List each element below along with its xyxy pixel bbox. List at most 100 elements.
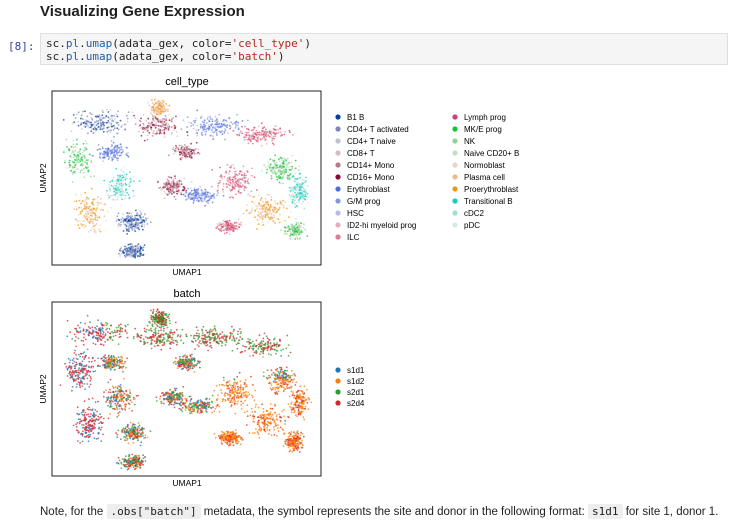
scatter-point bbox=[122, 170, 125, 173]
scatter-point bbox=[95, 438, 98, 440]
scatter-point bbox=[256, 215, 259, 218]
scatter-point bbox=[219, 175, 222, 178]
scatter-point bbox=[226, 231, 228, 234]
scatter-point bbox=[237, 396, 240, 399]
scatter-point bbox=[71, 362, 74, 365]
scatter-point bbox=[265, 135, 268, 138]
scatter-point bbox=[75, 193, 77, 196]
scatter-point bbox=[199, 126, 202, 129]
scatter-point bbox=[146, 436, 149, 439]
scatter-point bbox=[105, 219, 108, 222]
scatter-point bbox=[150, 126, 153, 129]
scatter-point bbox=[267, 164, 270, 167]
scatter-point bbox=[276, 218, 279, 220]
scatter-point bbox=[212, 126, 214, 129]
scatter-point bbox=[138, 180, 141, 183]
legend-marker bbox=[452, 138, 458, 144]
scatter-point bbox=[274, 202, 277, 204]
scatter-point bbox=[273, 137, 275, 140]
scatter-point bbox=[251, 207, 254, 210]
scatter-point bbox=[92, 128, 95, 130]
scatter-point bbox=[234, 429, 237, 431]
scatter-point bbox=[106, 126, 109, 129]
scatter-point bbox=[91, 201, 94, 204]
scatter-point bbox=[167, 180, 170, 183]
scatter-point bbox=[72, 114, 75, 116]
scatter-point bbox=[124, 227, 127, 229]
scatter-point bbox=[269, 403, 272, 405]
scatter-point bbox=[303, 179, 305, 182]
scatter-point bbox=[83, 336, 85, 339]
scatter-point bbox=[300, 222, 302, 225]
scatter-point bbox=[92, 208, 95, 211]
plot-title: cell_type bbox=[165, 76, 208, 88]
legend-label: Naive CD20+ B bbox=[464, 149, 519, 158]
scatter-point bbox=[143, 128, 146, 131]
scatter-point bbox=[270, 354, 272, 356]
scatter-point bbox=[251, 142, 254, 145]
scatter-point bbox=[196, 124, 199, 127]
scatter-point bbox=[297, 432, 300, 435]
scatter-point bbox=[82, 424, 85, 426]
scatter-point bbox=[124, 245, 126, 248]
scatter-point bbox=[257, 141, 259, 144]
scatter-point bbox=[126, 117, 129, 120]
scatter-point bbox=[75, 143, 78, 146]
scatter-point bbox=[125, 152, 128, 155]
scatter-point bbox=[119, 174, 121, 177]
scatter-point bbox=[78, 199, 81, 202]
scatter-point bbox=[184, 151, 187, 153]
scatter-point bbox=[262, 201, 264, 203]
scatter-point bbox=[287, 440, 289, 443]
scatter-point bbox=[235, 125, 237, 127]
scatter-point bbox=[188, 121, 191, 124]
scatter-point bbox=[112, 194, 115, 197]
scatter-point bbox=[307, 201, 309, 204]
scatter-point bbox=[300, 185, 302, 187]
scatter-point bbox=[89, 218, 92, 221]
scatter-point bbox=[286, 230, 289, 233]
scatter-point bbox=[190, 142, 193, 145]
scatter-point bbox=[119, 177, 122, 179]
scatter-point bbox=[154, 132, 157, 135]
scatter-point bbox=[133, 223, 135, 226]
scatter-point bbox=[68, 163, 71, 166]
scatter-point bbox=[288, 177, 291, 180]
code-cell[interactable]: sc.pl.umap(adata_gex, color='cell_type')… bbox=[40, 33, 728, 65]
scatter-point bbox=[143, 223, 146, 226]
scatter-point bbox=[193, 410, 196, 413]
scatter-point bbox=[289, 173, 292, 176]
scatter-point bbox=[86, 383, 89, 385]
scatter-point bbox=[140, 117, 143, 120]
scatter-point bbox=[117, 174, 119, 177]
scatter-point bbox=[292, 391, 294, 393]
scatter-point bbox=[79, 321, 82, 324]
scatter-point bbox=[274, 135, 277, 138]
scatter-point bbox=[74, 154, 76, 157]
scatter-point bbox=[73, 333, 76, 336]
scatter-point bbox=[100, 118, 103, 121]
scatter-point bbox=[282, 162, 285, 165]
scatter-point bbox=[117, 124, 120, 126]
scatter-point bbox=[167, 126, 169, 129]
scatter-point bbox=[139, 444, 142, 447]
scatter-point bbox=[90, 187, 93, 190]
scatter-point bbox=[80, 202, 82, 205]
scatter-point bbox=[119, 255, 121, 257]
scatter-point bbox=[128, 178, 131, 180]
scatter-point bbox=[197, 151, 200, 154]
legend-label: CD16+ Mono bbox=[347, 173, 395, 182]
scatter-point bbox=[120, 196, 122, 199]
scatter-point bbox=[151, 108, 154, 110]
scatter-point bbox=[102, 111, 104, 113]
scatter-point bbox=[119, 191, 122, 194]
scatter-point bbox=[90, 160, 93, 162]
scatter-point bbox=[279, 156, 282, 159]
scatter-point bbox=[170, 343, 172, 345]
scatter-point bbox=[82, 207, 85, 210]
scatter-point bbox=[282, 165, 285, 168]
scatter-point bbox=[204, 204, 206, 207]
scatter-point bbox=[107, 397, 110, 400]
scatter-point bbox=[166, 124, 168, 127]
